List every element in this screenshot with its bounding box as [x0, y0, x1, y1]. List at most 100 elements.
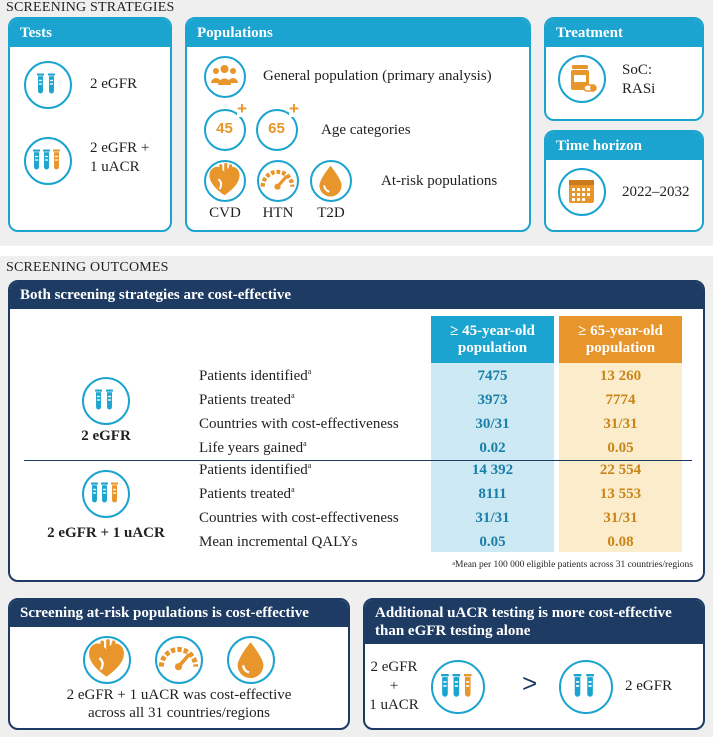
- g2-row3-v45: 31/31: [475, 510, 510, 526]
- risk-cvd-label: CVD: [209, 205, 241, 221]
- g1-row2-sup: a: [291, 391, 295, 400]
- g1-row4-v45: 0.02: [479, 440, 506, 456]
- col-65-header-line2: population: [585, 340, 656, 356]
- general-population-label: General population (primary analysis): [263, 68, 492, 84]
- g1-row2-label: Patients treateda: [199, 392, 295, 409]
- group1-two-egfr-icon: [82, 377, 130, 425]
- g1-row1-v45: 7475: [477, 368, 508, 384]
- time-horizon-card: Time horizon 2022–2032: [544, 130, 704, 232]
- blood-pressure-gauge-icon: [257, 160, 299, 202]
- additional-uacr-card-title: Additional uACR testing is more cost-eff…: [365, 600, 703, 644]
- g2-row2-sup: a: [291, 485, 295, 494]
- g1-row3-v65: 31/31: [603, 416, 638, 432]
- test-two-egfr-label: 2 eGFR: [90, 76, 138, 92]
- additional-title-line1: Additional uACR testing is more cost-eff…: [375, 605, 672, 621]
- g2-row2-v45: 8111: [478, 486, 507, 502]
- g2-row1-v45: 14 392: [471, 462, 514, 478]
- age-65-value: 65: [268, 120, 285, 137]
- g1-row1-v65: 13 260: [599, 368, 642, 384]
- additional-egfr-uacr-icon: [431, 660, 485, 714]
- additional-right-label: 2 eGFR: [625, 678, 673, 694]
- g1-row3-label: Countries with cost-effectiveness: [199, 416, 399, 432]
- col-65-header: ≥ 65-year-old population: [559, 316, 682, 363]
- additional-left-line3: 1 uACR: [369, 697, 419, 713]
- risk-t2d-label: T2D: [317, 205, 345, 221]
- age-categories-label: Age categories: [321, 122, 411, 138]
- age-65-plus: +: [289, 99, 299, 118]
- outcomes-section-title: SCREENING OUTCOMES: [6, 260, 169, 275]
- at-risk-drop-icon: [227, 636, 275, 684]
- test-egfr-uacr-line1: 2 eGFR +: [90, 140, 150, 156]
- g2-row1-label: Patients identifieda: [199, 462, 311, 479]
- test-egfr-uacr-line2: 1 uACR: [90, 159, 140, 175]
- g2-row1-v65: 22 554: [599, 462, 642, 478]
- greater-than-symbol: >: [522, 668, 538, 698]
- g1-row4-label: Life years gaineda: [199, 440, 307, 457]
- additional-title-line2: than eGFR testing alone: [375, 623, 531, 639]
- at-risk-populations-label: At-risk populations: [381, 173, 498, 189]
- g2-row3-label: Countries with cost-effectiveness: [199, 510, 399, 526]
- egfr-uacr-tubes-icon: [24, 137, 72, 185]
- g1-row4-label-text: Life years gained: [199, 440, 304, 456]
- group-divider: [24, 460, 692, 461]
- footnote-sup: a: [452, 561, 456, 567]
- g2-row2-label-text: Patients treated: [199, 486, 292, 502]
- at-risk-card-title: Screening at-risk populations is cost-ef…: [10, 600, 348, 627]
- at-risk-text-line2: across all 31 countries/regions: [87, 705, 271, 721]
- treatment-text: SoC: RASi: [622, 61, 655, 99]
- g2-row4-label: Mean incremental QALYs: [199, 534, 358, 550]
- g2-row2-v65: 13 553: [599, 486, 642, 502]
- col-45-header-line1: ≥ 45-year-old: [450, 323, 535, 339]
- footnote: aMean per 100 000 eligible patients acro…: [452, 560, 693, 570]
- time-horizon-card-title: Time horizon: [546, 132, 702, 160]
- test-egfr-uacr-label: 2 eGFR + 1 uACR: [90, 139, 149, 177]
- at-risk-text-line1: 2 eGFR + 1 uACR was cost-effective: [66, 687, 292, 703]
- additional-left-label: 2 eGFR + 1 uACR: [369, 658, 419, 715]
- outcomes-card: Both screening strategies are cost-effec…: [8, 280, 705, 582]
- people-group-icon: [204, 56, 246, 98]
- blood-drop-icon: [310, 160, 352, 202]
- group2-egfr-uacr-icon: [82, 470, 130, 518]
- medicine-bottle-icon: [558, 55, 606, 103]
- g1-row2-v65: 7774: [605, 392, 636, 408]
- g1-row4-sup: a: [303, 439, 307, 448]
- g1-row1-sup: a: [307, 367, 312, 376]
- two-egfr-tubes-icon: [24, 61, 72, 109]
- at-risk-heart-icon: [83, 636, 131, 684]
- g2-row1-sup: a: [307, 461, 312, 470]
- g1-row4-v65: 0.05: [607, 440, 634, 456]
- group2-label: 2 eGFR + 1 uACR: [47, 525, 165, 541]
- at-risk-text: 2 eGFR + 1 uACR was cost-effective acros…: [10, 686, 348, 722]
- group1-label: 2 eGFR: [81, 428, 131, 444]
- col-45-header: ≥ 45-year-old population: [431, 316, 554, 363]
- calendar-icon: [558, 168, 606, 216]
- populations-card-title: Populations: [187, 19, 529, 47]
- heart-icon: [204, 160, 246, 202]
- treatment-line1: SoC:: [622, 62, 653, 78]
- g2-row2-label: Patients treateda: [199, 486, 295, 503]
- g2-row1-label-text: Patients identified: [199, 462, 308, 478]
- g1-row1-label: Patients identifieda: [199, 368, 311, 385]
- treatment-line2: RASi: [622, 81, 656, 97]
- age-45-value: 45: [216, 120, 233, 137]
- populations-card: Populations General population (primary …: [185, 17, 531, 232]
- additional-two-egfr-icon: [559, 660, 613, 714]
- outcomes-card-title: Both screening strategies are cost-effec…: [10, 282, 703, 309]
- g1-row2-label-text: Patients treated: [199, 392, 292, 408]
- additional-uacr-card: Additional uACR testing is more cost-eff…: [363, 598, 705, 730]
- g1-row2-v45: 3973: [477, 392, 508, 408]
- treatment-card: Treatment SoC: RASi: [544, 17, 704, 121]
- tests-card-title: Tests: [10, 19, 170, 47]
- risk-htn-label: HTN: [262, 205, 294, 221]
- g1-row3-v45: 30/31: [475, 416, 510, 432]
- age-45-plus: +: [237, 99, 247, 118]
- g2-row4-v65: 0.08: [607, 534, 634, 550]
- time-horizon-value: 2022–2032: [622, 184, 690, 200]
- treatment-card-title: Treatment: [546, 19, 702, 47]
- additional-left-line1: 2 eGFR: [370, 659, 418, 675]
- additional-left-line2: +: [389, 678, 399, 694]
- g2-row3-v65: 31/31: [603, 510, 638, 526]
- g1-row1-label-text: Patients identified: [199, 368, 308, 384]
- at-risk-card: Screening at-risk populations is cost-ef…: [8, 598, 350, 730]
- col-65-header-line1: ≥ 65-year-old: [578, 323, 663, 339]
